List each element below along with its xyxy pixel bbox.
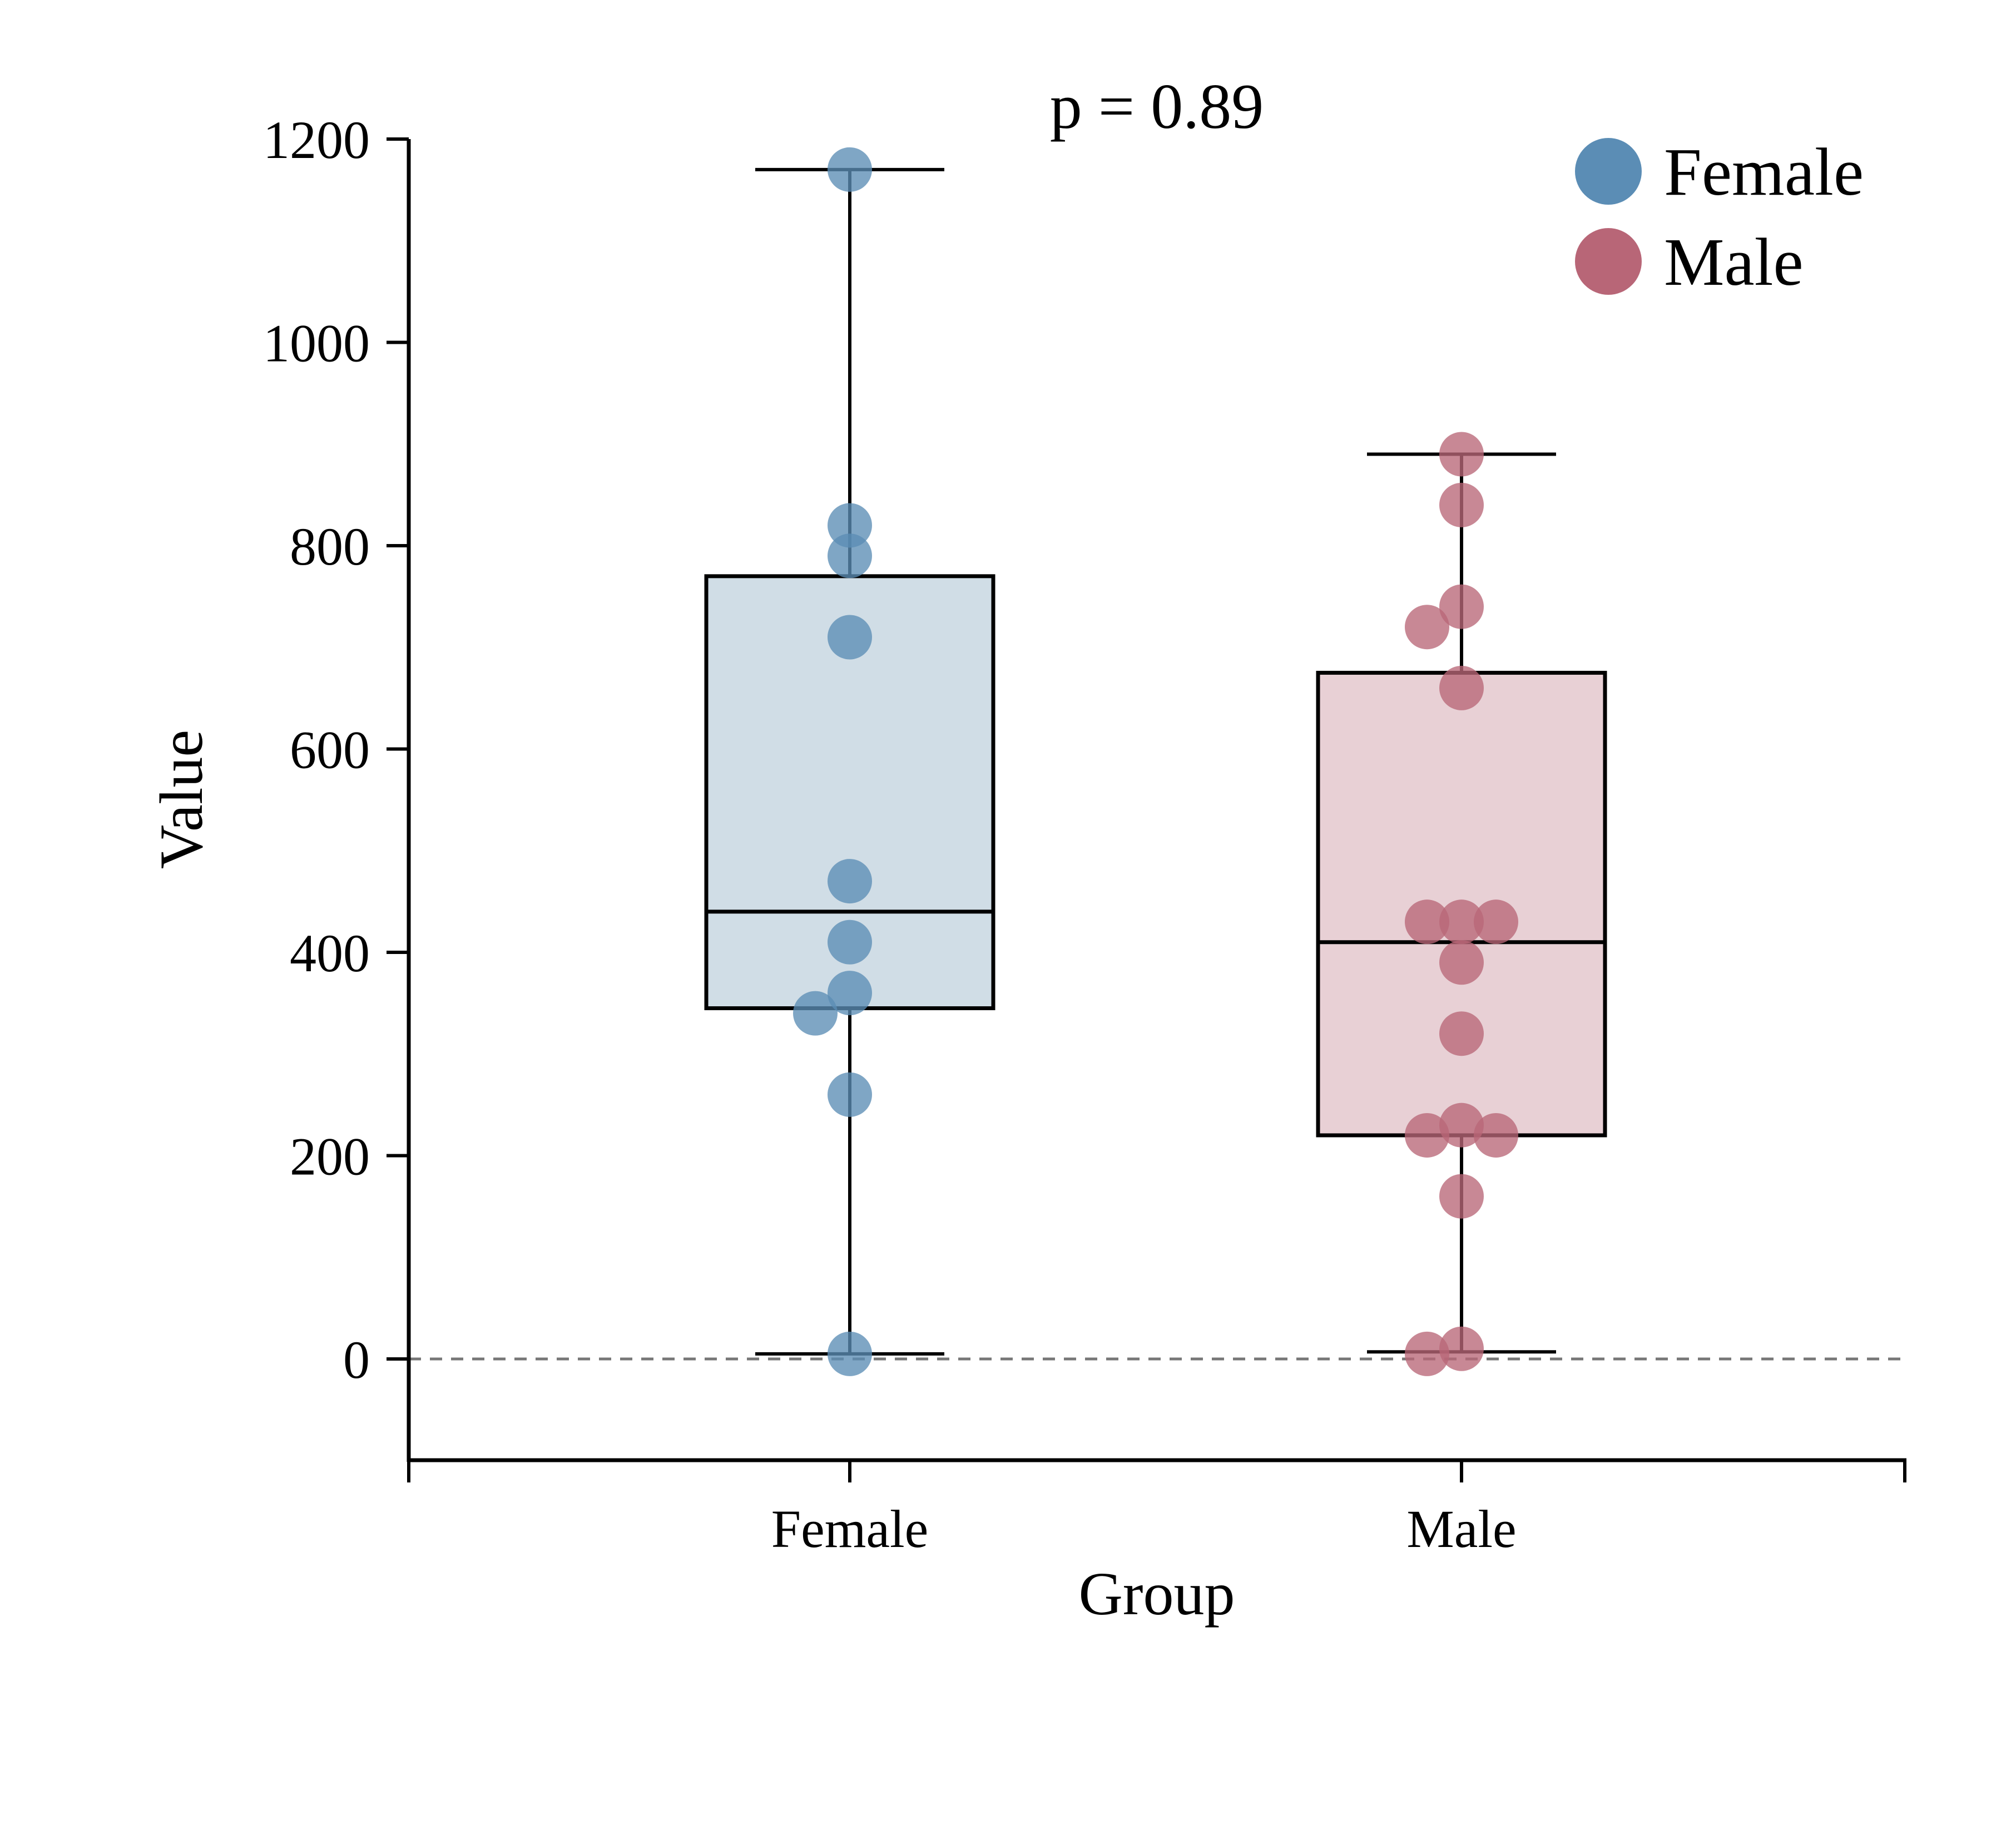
data-point-male [1474, 899, 1518, 945]
data-point-male [1439, 1174, 1484, 1219]
p-value-annotation: p = 0.89 [1050, 71, 1264, 142]
x-tick-label-female: Female [771, 1499, 929, 1559]
y-tick-label: 1200 [263, 110, 370, 170]
data-point-male [1439, 665, 1484, 710]
y-ticks: 0 200 400 600 800 1000 1200 [263, 110, 409, 1390]
data-point-male [1439, 432, 1484, 477]
data-point-male [1439, 1326, 1484, 1371]
data-point-male [1439, 1103, 1484, 1148]
legend-marker-male [1575, 228, 1642, 295]
data-point-male [1439, 940, 1484, 985]
axes-layer [407, 139, 1906, 1462]
data-point-female [828, 859, 872, 904]
y-tick-label: 0 [343, 1330, 370, 1390]
x-tick-label-male: Male [1406, 1499, 1516, 1559]
points-layer [793, 147, 1518, 1376]
data-point-female [828, 971, 872, 1016]
legend-marker-female [1575, 138, 1642, 205]
data-point-female [828, 1072, 872, 1117]
y-tick-label: 1000 [263, 314, 370, 373]
data-point-male [1439, 584, 1484, 629]
x-axis-title: Group [1078, 1560, 1235, 1628]
legend-label-male: Male [1664, 225, 1804, 300]
legend: Female Male [1575, 135, 1864, 300]
data-point-female [793, 991, 838, 1036]
y-tick-label: 400 [290, 923, 370, 983]
y-axis-title: Value [147, 730, 215, 869]
data-point-female [828, 1331, 872, 1376]
data-point-male [1405, 899, 1449, 945]
y-tick-label: 800 [290, 517, 370, 576]
data-point-male [1439, 482, 1484, 527]
y-tick-label: 600 [290, 720, 370, 780]
legend-label-female: Female [1664, 135, 1864, 210]
data-point-male [1405, 605, 1449, 650]
data-point-female [828, 503, 872, 548]
x-ticks: Female Male [407, 1460, 1906, 1559]
data-point-male [1439, 899, 1484, 945]
data-point-female [828, 533, 872, 579]
data-point-female [828, 920, 872, 965]
data-point-male [1405, 1113, 1449, 1158]
data-point-male [1405, 1331, 1449, 1376]
y-tick-label: 200 [290, 1127, 370, 1187]
data-point-male [1474, 1113, 1518, 1158]
data-point-male [1439, 1011, 1484, 1056]
data-point-female [828, 615, 872, 660]
data-point-female [828, 147, 872, 192]
